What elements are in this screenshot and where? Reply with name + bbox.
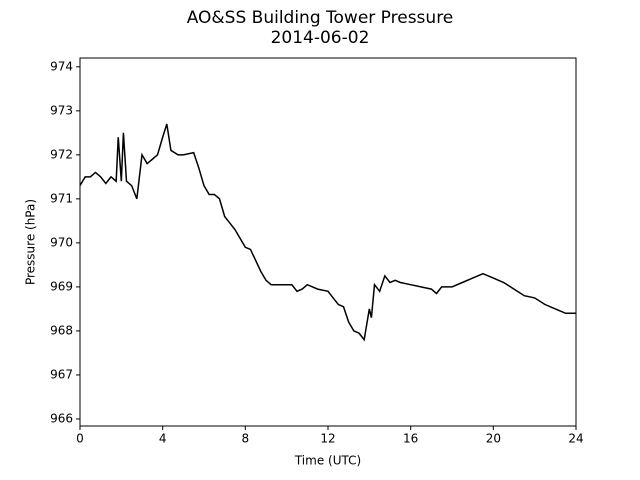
y-tick-label: 969 [50,279,73,293]
x-tick-label: 20 [486,432,501,446]
y-tick-label: 973 [50,103,73,117]
y-tick-label: 970 [50,235,73,249]
y-axis-label: Pressure (hPa) [24,199,38,285]
x-axis-label: Time (UTC) [294,454,361,468]
chart-subtitle: 2014-06-02 [271,28,370,48]
y-tick-label: 967 [50,367,73,381]
data-line [79,123,576,342]
y-tick-label: 971 [50,191,73,205]
x-tick-label: 12 [320,432,335,446]
y-tick-label: 966 [50,411,73,425]
y-tick-label: 968 [50,323,73,337]
x-tick-label: 4 [159,432,167,446]
plot-frame [79,57,577,427]
x-tick-label: 8 [242,432,250,446]
y-tick-label: 972 [50,147,73,161]
x-tick-label: 16 [403,432,418,446]
x-tick-label: 0 [76,432,84,446]
x-tick-label: 24 [568,432,583,446]
y-tick-label: 974 [50,59,73,73]
chart-title: AO&SS Building Tower Pressure [187,8,454,28]
